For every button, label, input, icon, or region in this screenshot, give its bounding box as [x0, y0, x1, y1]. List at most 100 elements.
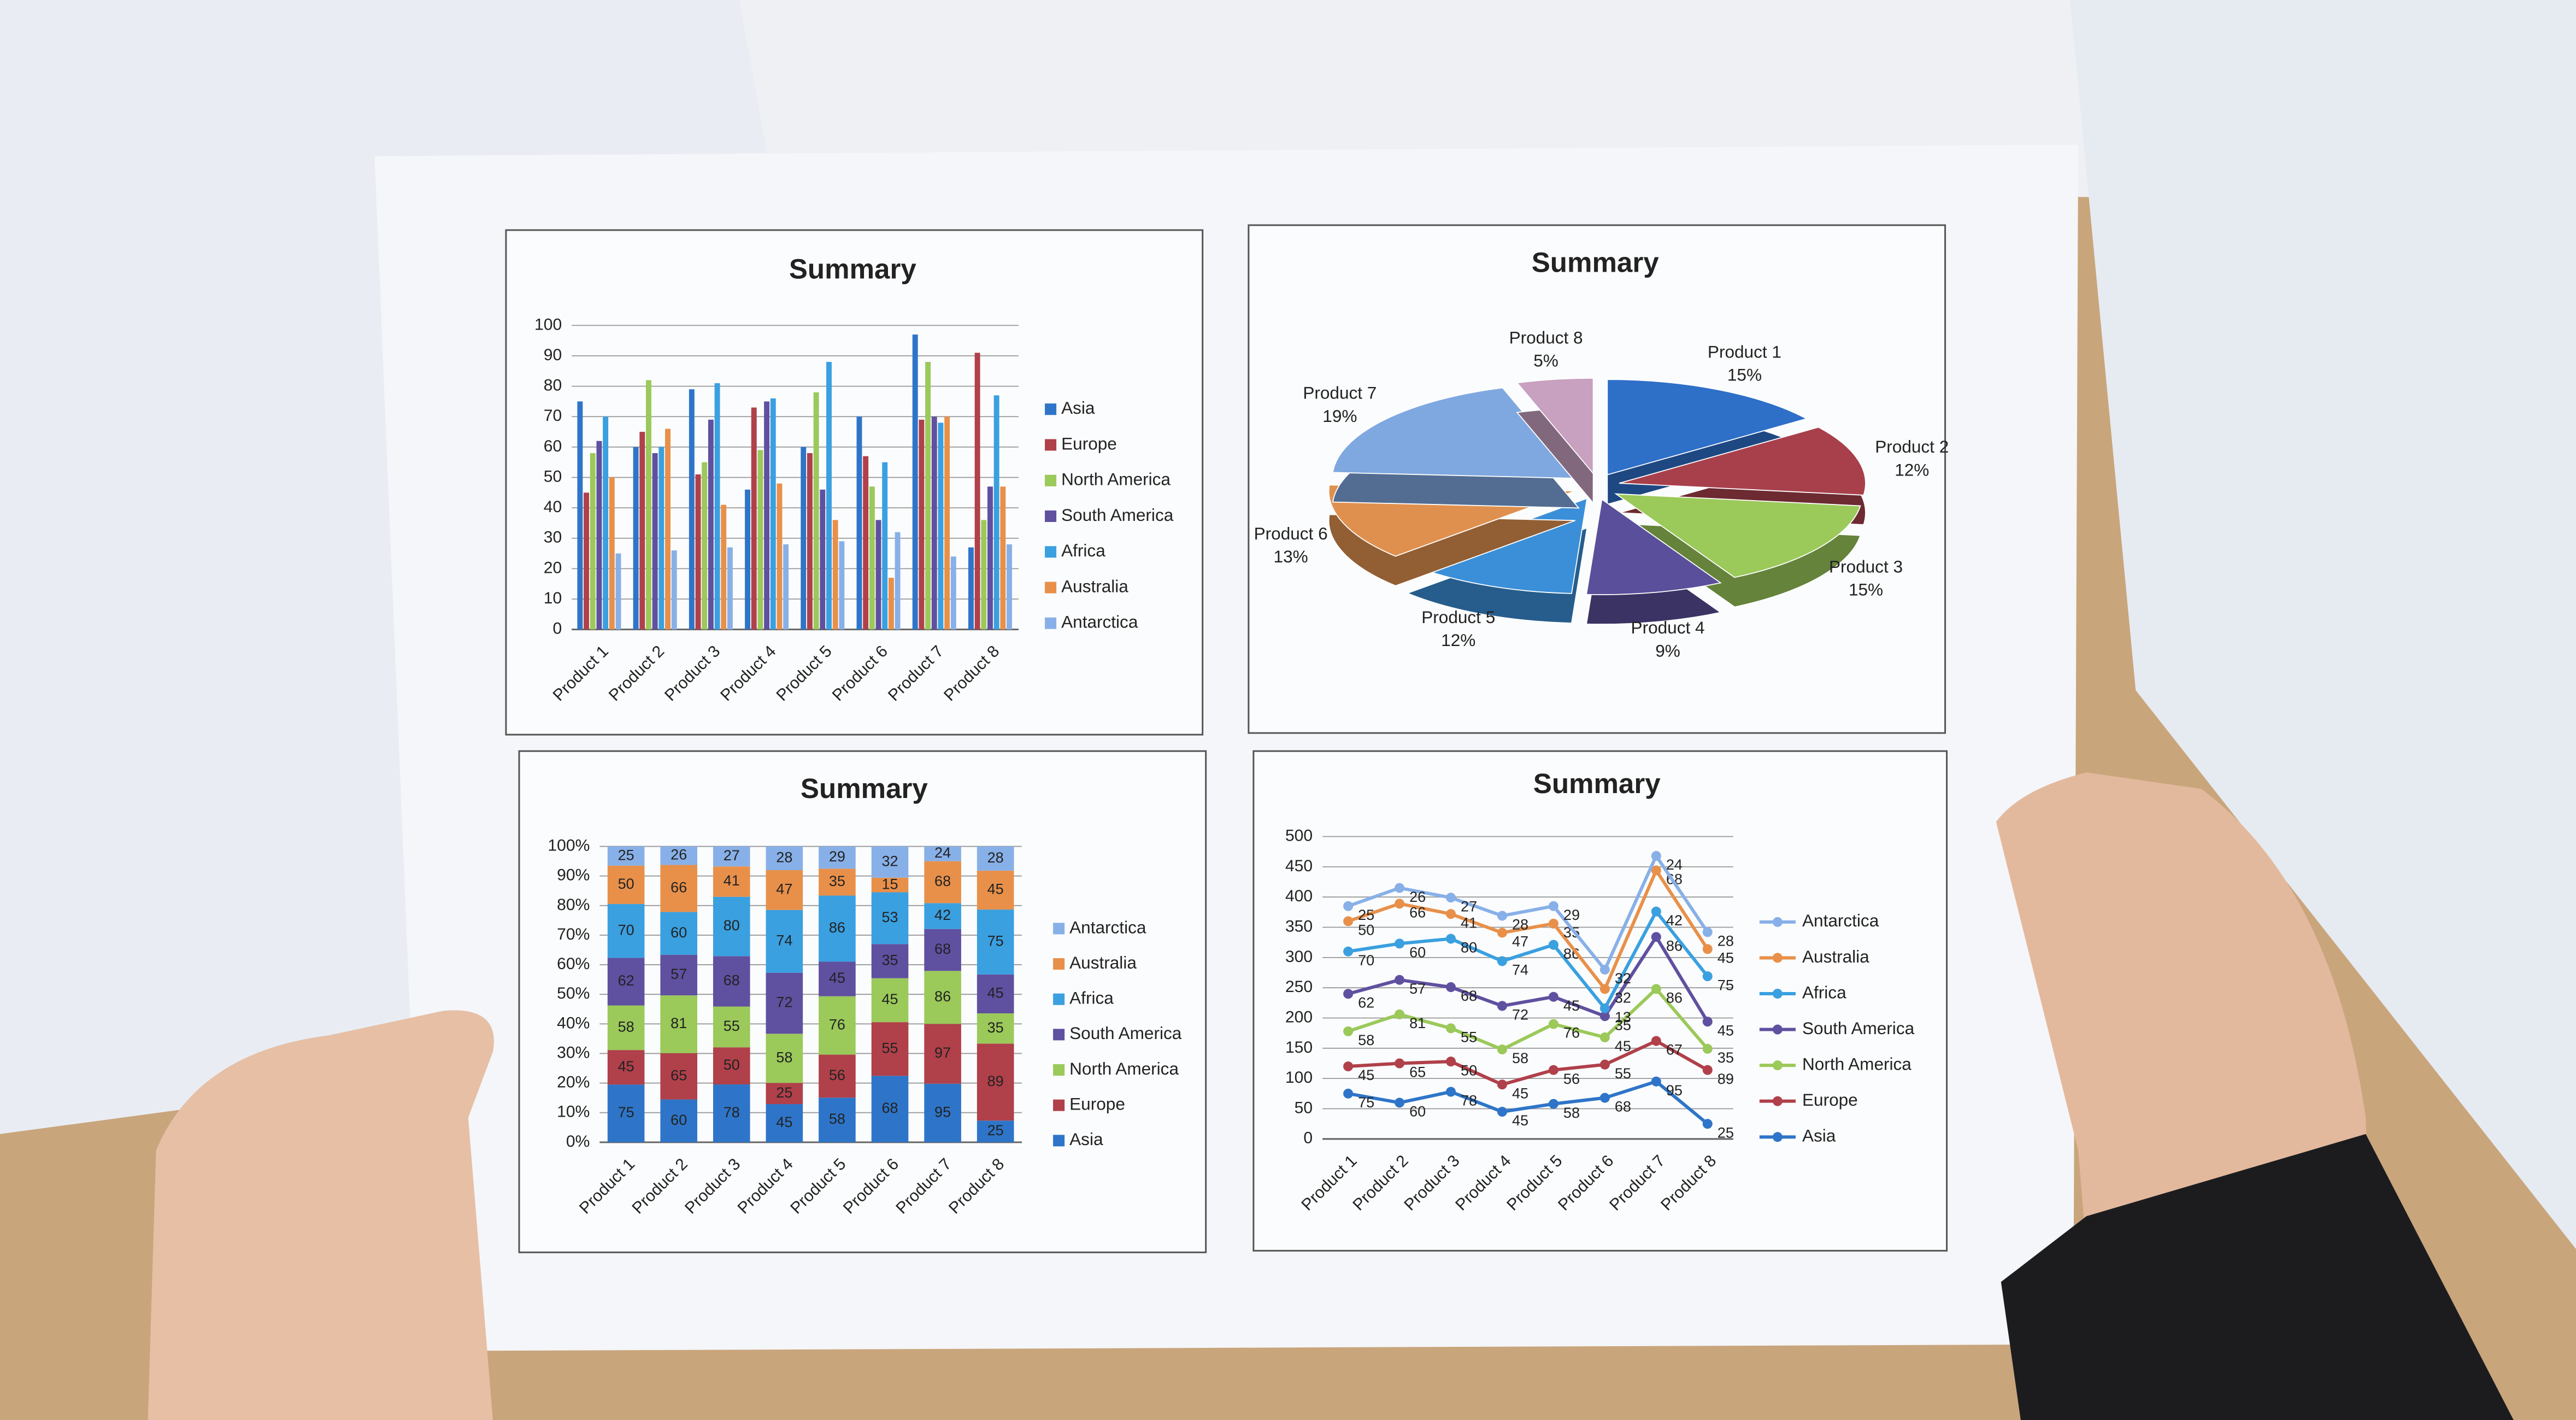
bar-segment — [660, 912, 698, 955]
bar-segment — [713, 866, 750, 897]
point — [1497, 1045, 1507, 1055]
point — [1651, 865, 1661, 876]
point — [1343, 946, 1354, 957]
legend-swatch — [1053, 1135, 1065, 1147]
point — [1497, 1106, 1507, 1117]
chart-panel — [505, 229, 1204, 736]
bar — [609, 477, 615, 630]
data-label: 67 — [1666, 1042, 1683, 1058]
bar — [721, 504, 727, 630]
bar — [826, 362, 832, 630]
background-paper — [2070, 0, 2576, 1249]
pie-label: Product 2 — [1875, 437, 1949, 456]
point — [1445, 982, 1456, 993]
bar-segment — [607, 958, 645, 1006]
legend-swatch — [1045, 582, 1057, 594]
pie-value-label: 19% — [1322, 406, 1357, 426]
bar — [974, 353, 980, 630]
data-label: 80 — [724, 917, 740, 934]
legend-label: Africa — [1069, 988, 1114, 1008]
data-label: 32 — [1615, 990, 1631, 1006]
bar-segment — [819, 895, 856, 962]
pie-slice — [1586, 498, 1722, 595]
bar-segment — [607, 865, 645, 905]
bar-segment — [607, 1050, 645, 1085]
data-label: 60 — [671, 924, 687, 941]
pie-value-label: 12% — [1895, 460, 1929, 479]
point — [1445, 1023, 1456, 1034]
pie-value-label: 9% — [1655, 641, 1680, 660]
y-tick-label: 100 — [534, 315, 562, 333]
bar — [925, 362, 931, 630]
bar — [783, 544, 789, 630]
y-tick-label: 60 — [544, 437, 562, 455]
bar — [895, 532, 901, 630]
bar-segment — [660, 846, 698, 865]
bar — [813, 392, 819, 630]
bar-segment — [924, 1024, 961, 1084]
y-tick-label: 30% — [557, 1043, 590, 1061]
bar — [652, 453, 658, 630]
data-label: 78 — [724, 1104, 740, 1120]
y-tick-label: 70% — [557, 925, 590, 943]
data-label: 57 — [671, 966, 687, 982]
data-label: 45 — [1718, 1022, 1734, 1038]
data-label: 28 — [776, 849, 792, 865]
data-label: 56 — [829, 1067, 845, 1083]
data-label: 28 — [1718, 933, 1734, 949]
line — [1348, 908, 1709, 1012]
point — [1548, 940, 1558, 950]
chart-title: Summary — [789, 254, 916, 285]
bar-segment — [766, 870, 803, 910]
y-tick-label: 150 — [1285, 1038, 1313, 1057]
data-label: 55 — [724, 1018, 740, 1034]
bar — [671, 550, 677, 630]
y-tick-label: 70 — [544, 407, 562, 425]
legend-label: North America — [1061, 470, 1171, 489]
bar-segment — [713, 846, 750, 867]
point — [1343, 916, 1354, 926]
data-label: 75 — [1718, 977, 1734, 993]
bar-segment — [819, 961, 856, 996]
data-label: 29 — [1563, 907, 1580, 923]
point — [1343, 1026, 1354, 1036]
chart-title: Summary — [1533, 768, 1661, 799]
legend-label: North America — [1069, 1059, 1179, 1078]
data-label: 45 — [1615, 1038, 1631, 1054]
legend-label: Asia — [1802, 1126, 1836, 1146]
legend-swatch — [1053, 1029, 1065, 1041]
y-tick-label: 30 — [544, 529, 562, 547]
y-tick-label: 300 — [1285, 948, 1313, 966]
data-label: 66 — [1409, 905, 1426, 921]
pie-label: Product 7 — [1303, 383, 1377, 403]
bar — [919, 419, 925, 630]
legend-label: South America — [1069, 1023, 1182, 1043]
data-label: 55 — [1615, 1065, 1631, 1082]
data-label: 86 — [934, 988, 951, 1005]
bar — [695, 474, 701, 630]
data-label: 25 — [776, 1084, 792, 1101]
legend-swatch — [1053, 993, 1065, 1005]
data-label: 66 — [671, 879, 687, 896]
legend-label: Africa — [1802, 982, 1846, 1002]
bar — [950, 556, 956, 630]
y-tick-label: 350 — [1285, 917, 1313, 935]
bar — [882, 462, 888, 630]
pie-label: Product 8 — [1509, 327, 1583, 347]
bar — [875, 520, 881, 630]
data-label: 68 — [934, 941, 951, 957]
bar — [751, 407, 757, 630]
y-tick-label: 0% — [566, 1133, 590, 1151]
data-label: 68 — [724, 972, 740, 989]
bar — [863, 456, 869, 630]
data-label: 25 — [1358, 907, 1374, 923]
y-tick-label: 200 — [1285, 1008, 1313, 1026]
point — [1445, 893, 1456, 903]
line — [1348, 867, 1709, 993]
data-label: 29 — [829, 848, 845, 865]
point — [1651, 932, 1661, 942]
data-label: 76 — [1563, 1025, 1580, 1041]
point — [1548, 1019, 1558, 1029]
legend-marker — [1772, 1132, 1783, 1142]
point — [1702, 1119, 1713, 1129]
